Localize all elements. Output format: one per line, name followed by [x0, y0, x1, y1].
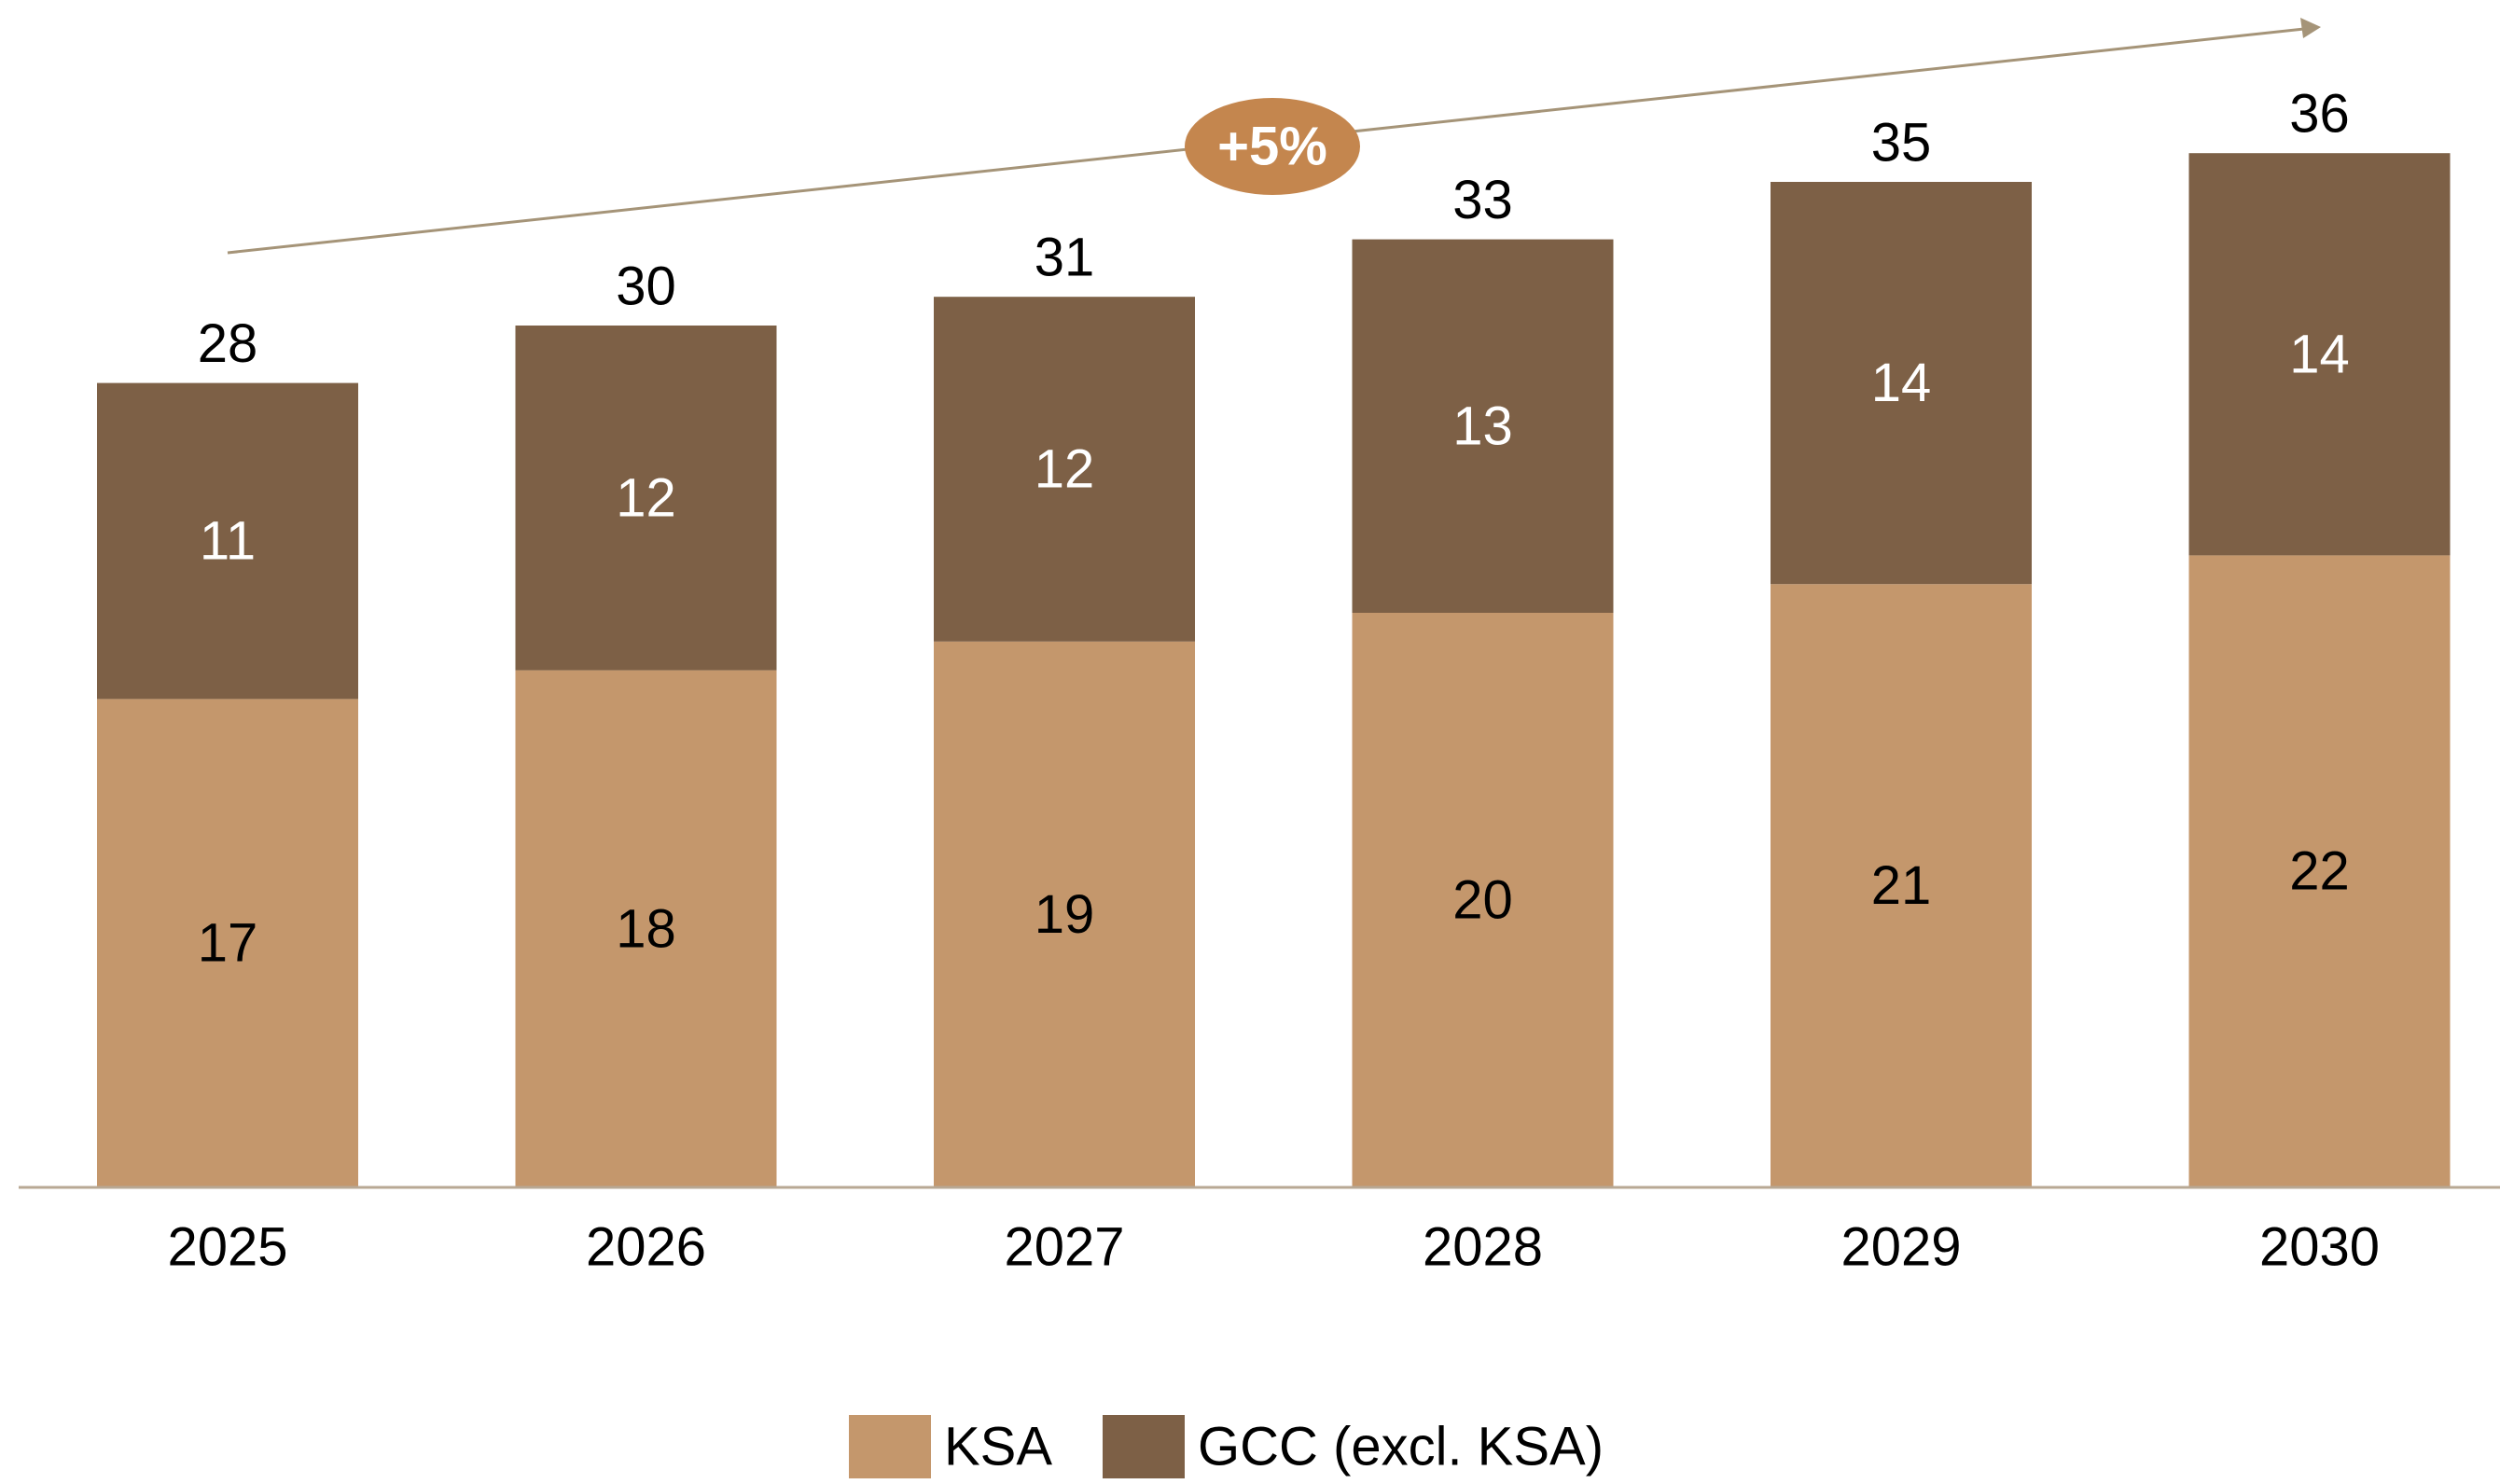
x-tick-label-2028: 2028 [1423, 1217, 1543, 1278]
label-gcc-2026: 12 [616, 467, 676, 528]
label-gcc-2025: 11 [200, 511, 256, 572]
label-gcc-2027: 12 [1035, 439, 1095, 500]
x-tick-label-2026: 2026 [586, 1217, 706, 1278]
label-ksa-2028: 20 [1452, 870, 1513, 931]
label-total-2027: 31 [1035, 228, 1095, 288]
x-tick-label-2029: 2029 [1840, 1217, 1961, 1278]
bar-gcc-2027 [934, 297, 1195, 642]
bar-gcc-2026 [515, 326, 777, 671]
label-total-2029: 35 [1871, 113, 1932, 173]
bar-gcc-2028 [1352, 239, 1614, 613]
label-ksa-2026: 18 [616, 898, 676, 959]
bar-ksa-2026 [515, 670, 777, 1187]
legend-label-gcc: GCC (excl. KSA) [1198, 1417, 1604, 1477]
bar-ksa-2028 [1352, 613, 1614, 1187]
bar-gcc-2030 [2188, 153, 2451, 556]
label-gcc-2028: 13 [1452, 395, 1513, 456]
bar-gcc-2029 [1771, 182, 2032, 585]
x-tick-label-2027: 2027 [1004, 1217, 1124, 1278]
label-ksa-2025: 17 [198, 913, 258, 974]
label-total-2030: 36 [2289, 84, 2350, 145]
growth-badge [1185, 98, 1360, 195]
label-total-2026: 30 [616, 257, 676, 317]
label-ksa-2030: 22 [2289, 841, 2350, 902]
label-total-2025: 28 [198, 313, 258, 374]
legend-swatch-ksa [849, 1415, 931, 1478]
label-gcc-2029: 14 [1871, 353, 1932, 413]
label-ksa-2027: 19 [1035, 884, 1095, 945]
legend-label-ksa: KSA [944, 1417, 1052, 1477]
legend-swatch-gcc [1103, 1415, 1185, 1478]
label-gcc-2030: 14 [2289, 324, 2350, 384]
bar-ksa-2027 [934, 641, 1195, 1187]
bar-gcc-2025 [97, 382, 358, 700]
bar-ksa-2030 [2188, 555, 2451, 1187]
label-ksa-2029: 21 [1871, 855, 1932, 916]
bar-ksa-2025 [97, 699, 358, 1187]
growth-arrow-head [2300, 18, 2321, 38]
bar-ksa-2029 [1771, 584, 2032, 1187]
label-total-2028: 33 [1452, 170, 1513, 230]
growth-badge-label: +5% [1217, 117, 1327, 177]
x-tick-label-2025: 2025 [167, 1217, 287, 1278]
x-tick-label-2030: 2030 [2259, 1217, 2380, 1278]
